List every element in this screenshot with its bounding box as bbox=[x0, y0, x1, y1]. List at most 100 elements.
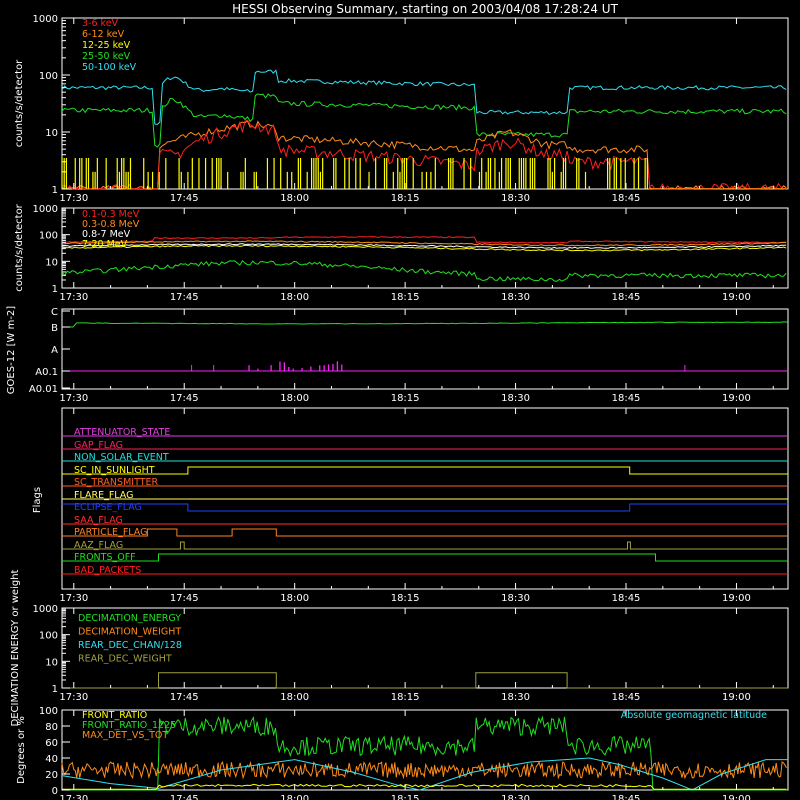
legend-entry: SAA_FLAG bbox=[74, 515, 123, 526]
x-tick-label: 18:15 bbox=[391, 393, 420, 404]
legend-entry: 0.1-0.3 MeV bbox=[82, 209, 140, 220]
y-tick-label: A0.01 bbox=[29, 384, 58, 395]
legend-entry: SC_TRANSMITTER bbox=[74, 477, 159, 488]
x-tick-label: 18:15 bbox=[391, 193, 420, 204]
x-tick-label: 18:00 bbox=[280, 794, 309, 800]
x-tick-label: 18:00 bbox=[280, 692, 309, 703]
legend-entry: AAZ_FLAG bbox=[74, 540, 123, 551]
x-tick-label: 18:30 bbox=[501, 692, 530, 703]
legend-entry: 25-50 keV bbox=[82, 51, 131, 62]
legend-entry: 50-100 keV bbox=[82, 62, 137, 73]
legend-entry: 6-12 keV bbox=[82, 29, 125, 40]
x-tick-label: 17:45 bbox=[170, 692, 199, 703]
legend-entry: 7-20 MeV bbox=[82, 239, 128, 250]
x-tick-label: 17:30 bbox=[59, 692, 88, 703]
panel-frame-high-energy bbox=[61, 207, 789, 289]
legend-entry: PARTICLE_FLAG bbox=[74, 527, 147, 538]
series-line-25-50kev bbox=[61, 93, 787, 148]
x-tick-label: 19:00 bbox=[722, 393, 751, 404]
y-tick-label: 1000 bbox=[33, 204, 58, 215]
panel-frame-low-energy bbox=[61, 17, 789, 190]
y-axis-label: Flags bbox=[32, 487, 43, 513]
y-tick-label: 10 bbox=[45, 257, 58, 268]
series-line-front-ratio bbox=[62, 783, 787, 790]
legend-entry: 0.8-7 MeV bbox=[82, 229, 131, 240]
x-tick-label: 19:00 bbox=[722, 292, 751, 303]
legend-entry: 3-6 keV bbox=[82, 18, 119, 29]
flag-line bbox=[62, 553, 788, 562]
series-line-7-20mev bbox=[61, 244, 787, 252]
y-axis-label: Degrees or % bbox=[16, 716, 27, 784]
chart-title: HESSI Observing Summary, starting on 200… bbox=[232, 2, 618, 16]
x-tick-label: 18:30 bbox=[501, 393, 530, 404]
panel-frame-ratio bbox=[61, 709, 789, 791]
legend-entry: FLARE_FLAG bbox=[74, 490, 134, 501]
y-tick-label: 1 bbox=[52, 185, 58, 196]
x-tick-label: 17:30 bbox=[59, 393, 88, 404]
y-axis-label: DECIMATION ENERGY or weight bbox=[10, 569, 21, 726]
y-tick-label: 100 bbox=[39, 706, 58, 717]
x-tick-label: 17:30 bbox=[59, 193, 88, 204]
x-tick-label: 17:30 bbox=[59, 593, 88, 604]
flag-line bbox=[62, 503, 788, 512]
y-tick-label: 80 bbox=[45, 722, 58, 733]
legend-entry: 0.3-0.8 MeV bbox=[82, 219, 140, 230]
y-tick-label: 40 bbox=[45, 754, 58, 765]
flag-line bbox=[62, 541, 788, 550]
x-tick-label: 18:45 bbox=[612, 393, 641, 404]
x-tick-label: 18:00 bbox=[280, 393, 309, 404]
series-line-0.3-0.8mev bbox=[62, 240, 787, 247]
y-tick-label: 20 bbox=[45, 770, 58, 781]
x-tick-label: 17:45 bbox=[170, 393, 199, 404]
x-tick-label: 19:00 bbox=[722, 193, 751, 204]
y-tick-label: 1 bbox=[52, 284, 58, 295]
x-tick-label: 17:30 bbox=[59, 292, 88, 303]
series-line-geomagnetic-latitude bbox=[61, 757, 788, 791]
legend-entry: GAP_FLAG bbox=[74, 440, 123, 451]
legend-entry: SC_IN_SUNLIGHT bbox=[74, 465, 155, 476]
y-tick-label: C bbox=[51, 307, 58, 318]
y-tick-label: 60 bbox=[45, 738, 58, 749]
x-tick-label: 18:15 bbox=[391, 593, 420, 604]
legend-entry: REAR_DEC_WEIGHT bbox=[78, 654, 172, 665]
legend-entry: DECIMATION_WEIGHT bbox=[78, 627, 181, 638]
y-axis-label: counts/s/detector bbox=[14, 203, 25, 291]
series-line-front-ratio-1225 bbox=[62, 715, 788, 791]
legend-entry: BAD_PACKETS bbox=[74, 565, 141, 576]
x-tick-label: 17:45 bbox=[170, 292, 199, 303]
x-tick-label: 18:45 bbox=[612, 692, 641, 703]
y-axis-label: GOES-12 [W m-2] bbox=[6, 306, 17, 394]
series-line-0.8-7mev bbox=[61, 243, 787, 249]
x-tick-label: 19:00 bbox=[722, 593, 751, 604]
x-tick-label: 18:00 bbox=[280, 292, 309, 303]
x-tick-label: 17:30 bbox=[59, 794, 88, 800]
x-tick-label: 18:15 bbox=[391, 692, 420, 703]
x-tick-label: 18:30 bbox=[501, 593, 530, 604]
y-tick-label: 10 bbox=[45, 657, 58, 668]
x-tick-label: 18:45 bbox=[612, 794, 641, 800]
legend-entry: FRONTS_OFF bbox=[74, 552, 136, 563]
x-tick-label: 17:45 bbox=[170, 593, 199, 604]
y-tick-label: 100 bbox=[39, 71, 58, 82]
x-tick-label: 18:00 bbox=[280, 593, 309, 604]
x-tick-label: 18:15 bbox=[391, 794, 420, 800]
x-tick-label: 17:45 bbox=[170, 794, 199, 800]
legend-entry: FRONT_RATIO bbox=[82, 710, 147, 721]
y-tick-label: A bbox=[51, 345, 58, 356]
panel-frame-goes bbox=[61, 308, 789, 390]
x-tick-label: 18:30 bbox=[501, 292, 530, 303]
annotation-geomagnetic: Absolute geomagnetic latitude bbox=[621, 710, 767, 721]
series-line-rear-dec-weight bbox=[62, 672, 788, 689]
flag-line bbox=[62, 466, 788, 475]
y-tick-label: B bbox=[51, 323, 58, 334]
legend-entry: ATTENUATOR_STATE bbox=[74, 427, 170, 438]
y-tick-label: A0.1 bbox=[35, 367, 58, 378]
series-line-0.1-0.3mev bbox=[61, 236, 787, 244]
series-line-6-12kev bbox=[61, 120, 787, 190]
series-line-goes-long bbox=[62, 321, 788, 328]
series-line-50-100kev bbox=[61, 69, 787, 126]
series-line-3-6kev bbox=[61, 119, 787, 190]
x-tick-label: 18:00 bbox=[280, 193, 309, 204]
x-tick-label: 18:15 bbox=[391, 292, 420, 303]
